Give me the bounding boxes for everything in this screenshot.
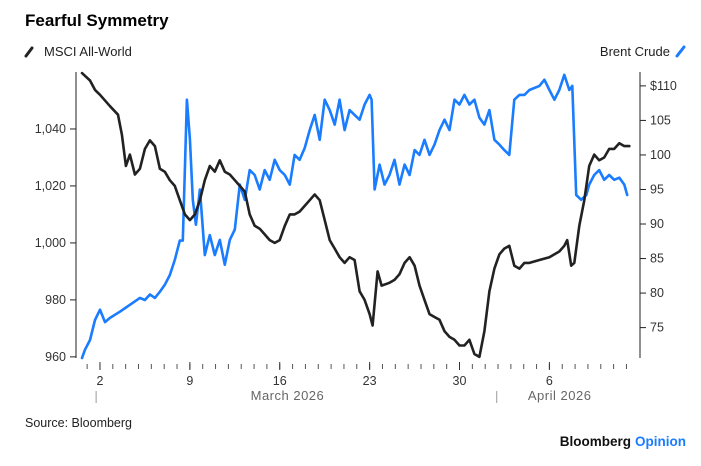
x-tick-label: 6: [546, 374, 553, 388]
legend-brent: Brent Crude: [600, 44, 686, 59]
axes: [75, 72, 641, 358]
brent-crude-line: [80, 73, 629, 360]
x-tick-label: 23: [363, 374, 377, 388]
right-tick-label: 95: [650, 182, 664, 196]
left-tick-label: 1,040: [35, 122, 66, 136]
msci-all-world-line: [80, 71, 631, 359]
right-tick-label: 105: [650, 113, 671, 127]
right-tick-label: 75: [650, 321, 664, 335]
source-note: Source: Bloomberg: [25, 416, 132, 430]
chart-title: Fearful Symmetry: [25, 11, 169, 30]
legend-label-msci: MSCI All-World: [44, 44, 132, 59]
right-tick-label: 85: [650, 252, 664, 266]
left-tick-label: 980: [45, 293, 66, 307]
right-axis-ticks: 75 80 85 90 95 100 105 $110: [640, 79, 677, 335]
right-tick-label: 100: [650, 148, 671, 162]
x-axis-ticks: 2 9 16 23 30 6: [86, 362, 627, 388]
left-tick-label: 1,000: [35, 236, 66, 250]
month-label: April 2026: [528, 388, 592, 403]
bloomberg-opinion-logo: Bloomberg Opinion: [560, 434, 686, 449]
right-tick-label: 90: [650, 217, 664, 231]
right-tick-label: 80: [650, 286, 664, 300]
brand-suffix: Opinion: [635, 434, 686, 449]
series-lines: [80, 71, 631, 360]
x-tick-label: 30: [453, 374, 467, 388]
left-axis-ticks: 960 980 1,000 1,020 1,040: [35, 122, 76, 364]
legend-label-brent: Brent Crude: [600, 44, 670, 59]
legend-swatch-msci: [24, 46, 34, 58]
right-tick-label: $110: [650, 79, 677, 93]
legend-msci: MSCI All-World: [24, 44, 132, 59]
brand-name: Bloomberg: [560, 434, 631, 449]
x-tick-label: 9: [186, 374, 193, 388]
x-tick-label: 16: [273, 374, 287, 388]
x-tick-label: 2: [97, 374, 104, 388]
left-tick-label: 1,020: [35, 179, 66, 193]
left-tick-label: 960: [45, 350, 66, 364]
legend-swatch-brent: [675, 45, 686, 58]
month-label: March 2026: [251, 388, 325, 403]
x-axis-months: March 2026 April 2026: [95, 388, 592, 403]
